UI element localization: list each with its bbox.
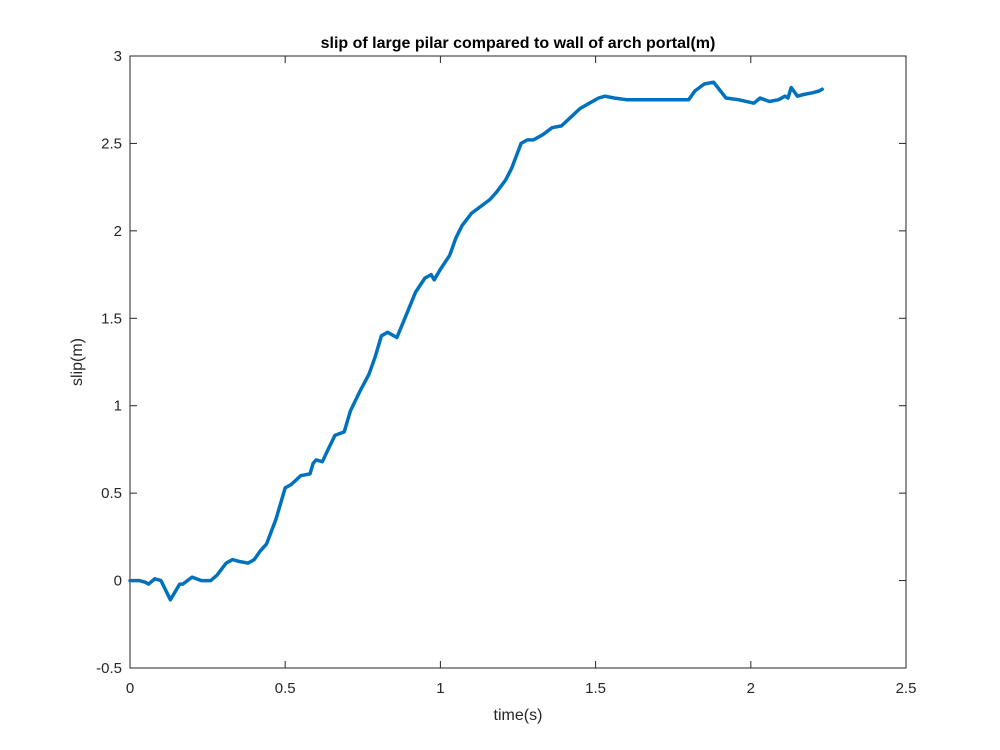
y-tick-label: 0 bbox=[114, 573, 122, 590]
x-tick-label: 0 bbox=[126, 680, 134, 697]
y-tick-label: 1.5 bbox=[101, 310, 122, 327]
x-tick-label: 2 bbox=[747, 680, 755, 697]
x-tick-label: 0.5 bbox=[275, 680, 296, 697]
x-tick-labels: 0 0.5 1 1.5 2 2.5 bbox=[126, 680, 917, 697]
slip-data-line bbox=[128, 80, 824, 602]
x-tick-label: 1.5 bbox=[585, 680, 606, 697]
y-tick-label: 1 bbox=[114, 398, 122, 415]
y-tick-label: 2.5 bbox=[101, 135, 122, 152]
chart-title: slip of large pilar compared to wall of … bbox=[321, 35, 716, 52]
plot-area bbox=[129, 55, 907, 669]
y-tick-label: 3 bbox=[114, 48, 122, 65]
y-axis-label: slip(m) bbox=[69, 338, 86, 386]
x-axis-label: time(s) bbox=[494, 707, 543, 724]
axis-ticks bbox=[129, 55, 907, 669]
x-tick-label: 1 bbox=[436, 680, 444, 697]
y-tick-label: 0.5 bbox=[101, 485, 122, 502]
y-tick-labels: -0.5 0 0.5 1 1.5 2 2.5 3 bbox=[96, 48, 122, 677]
y-tick-label: 2 bbox=[114, 223, 122, 240]
x-tick-label: 2.5 bbox=[896, 680, 917, 697]
y-tick-label: -0.5 bbox=[96, 660, 122, 677]
